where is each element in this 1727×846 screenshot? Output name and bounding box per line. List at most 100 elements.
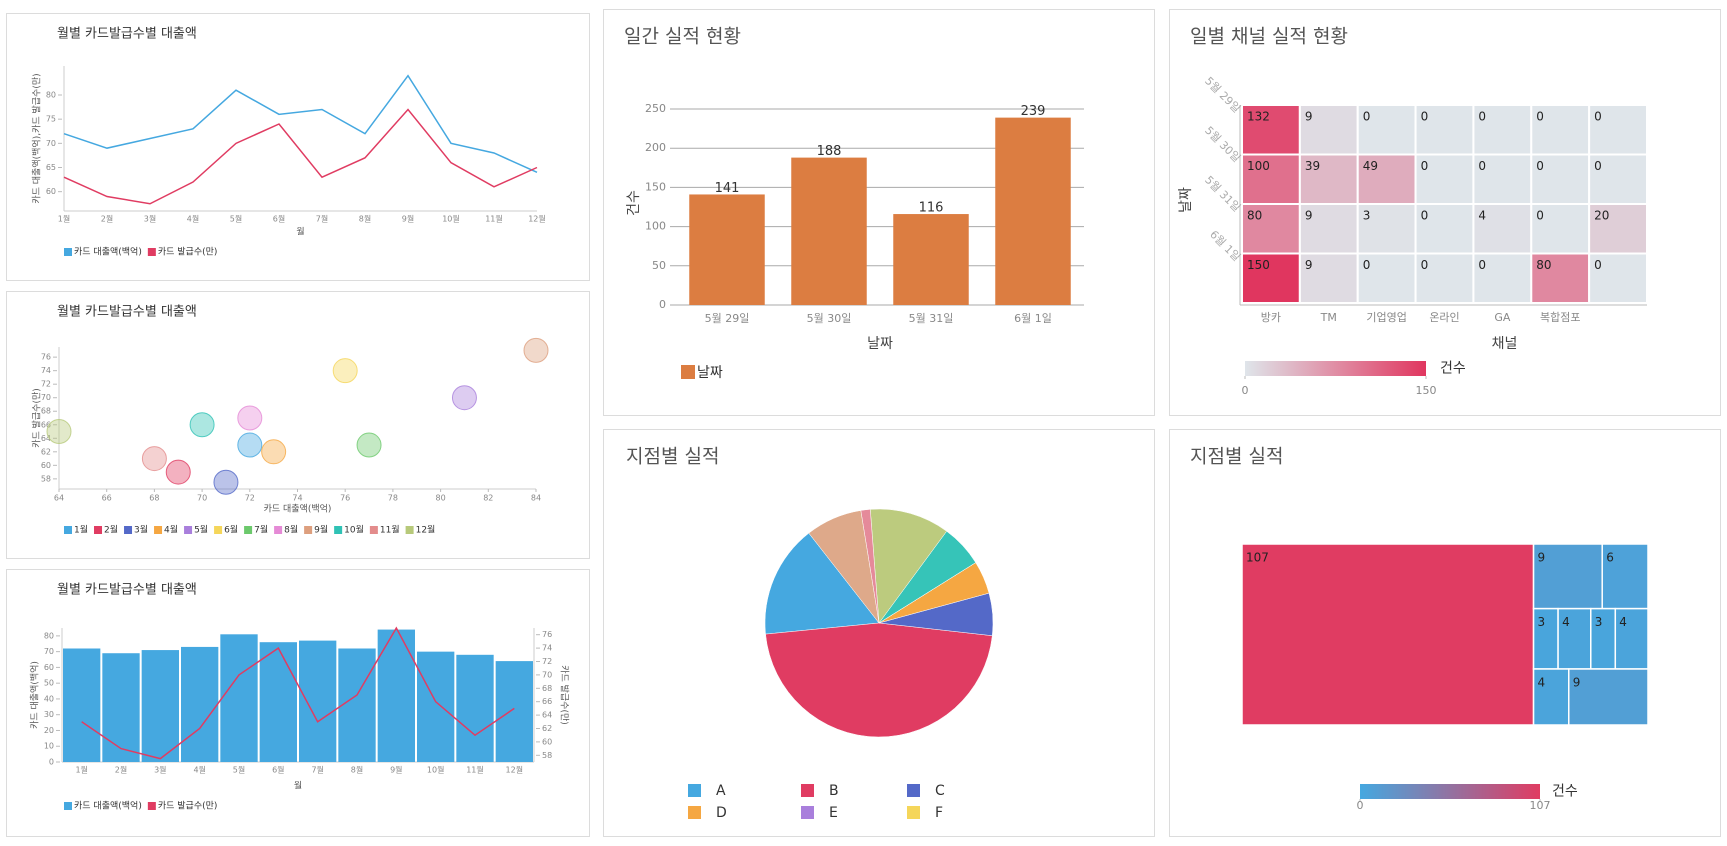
heat-cell <box>1356 153 1417 205</box>
legend-label: 11월 <box>380 524 400 536</box>
cell-label: 9 <box>1538 551 1546 565</box>
bar <box>141 650 179 762</box>
bubble <box>356 432 382 458</box>
y-tick-label: 60 <box>41 461 51 470</box>
treemap-cell <box>1614 607 1649 670</box>
cell-label: 150 <box>1247 258 1270 272</box>
bubble <box>261 439 287 465</box>
pie-slice <box>869 508 947 624</box>
y-axis-label: 카드 대출액(백억),카드 발급수(만) <box>31 73 43 203</box>
y-tick-label: 64 <box>542 711 552 720</box>
bar <box>417 651 455 762</box>
y-tick-label: 200 <box>645 141 666 154</box>
legend-label: 6월 <box>224 524 238 536</box>
y-tick-label: 65 <box>46 163 56 172</box>
bubble <box>213 469 239 495</box>
x-tick-label: 76 <box>340 494 350 503</box>
x-tick-label: 64 <box>54 494 64 503</box>
cell-label: 0 <box>1594 258 1602 272</box>
value-label: 141 <box>715 181 740 196</box>
legend-label: 카드 발급수(만) <box>158 247 218 258</box>
y-tick-label: 58 <box>41 474 51 483</box>
y-tick-label: 62 <box>542 724 552 733</box>
heat-cell <box>1414 104 1475 156</box>
line-series <box>63 74 538 174</box>
x-tick-label: 11월 <box>485 214 503 224</box>
cell-label: 39 <box>1305 159 1320 173</box>
chart: 월별 카드발급수별 대출액 60 65 70 75 80 1월 2월 3월 4월 5월 6월 7월 8월 9… <box>31 27 546 258</box>
heat-cell <box>1588 153 1648 205</box>
x-tick-label: 8월 <box>351 765 363 775</box>
cell-label: 6 <box>1606 551 1614 565</box>
x-tick-label: 70 <box>197 494 207 503</box>
chart-title: 월별 카드발급수별 대출액 <box>57 583 197 598</box>
x-tick-label: 10월 <box>427 765 445 775</box>
heat-cell <box>1472 104 1533 156</box>
cell-label: 80 <box>1536 258 1551 272</box>
heat-cell <box>1530 252 1591 304</box>
legend-label: F <box>935 805 943 821</box>
cell-label: 0 <box>1421 159 1429 173</box>
cell-label: 132 <box>1247 110 1270 124</box>
cell-label: 20 <box>1594 209 1609 223</box>
chart: 월별 카드발급수별 대출액 0 10 20 30 40 50 60 70 80 58 60 62 64 66… <box>29 583 570 812</box>
y-tick-label: 70 <box>44 647 54 656</box>
legend-swatch <box>334 526 343 534</box>
x-tick-label: 5월 30일 <box>807 311 852 325</box>
panel: 월별 카드발급수별 대출액 58 60 62 64 66 68 70 72 74 76 64 66 68 7… <box>6 291 590 559</box>
legend-label: 2월 <box>104 524 118 536</box>
line-series <box>63 108 538 205</box>
y-tick-label: 100 <box>645 220 666 233</box>
treemap-cell <box>1568 668 1649 726</box>
cell-label: 0 <box>1536 110 1544 124</box>
bubble <box>141 446 167 472</box>
cell-label: 9 <box>1305 110 1313 124</box>
legend-swatch <box>801 806 814 819</box>
x-tick-label: 6월 <box>272 765 284 775</box>
y-tick-label: 70 <box>46 139 56 148</box>
y-tick-label: 10 <box>44 742 54 751</box>
cell-label: 3 <box>1595 615 1603 629</box>
legend-swatch <box>64 526 72 534</box>
legend-label: 5월 <box>194 524 208 536</box>
x-tick-label: 복합점포 <box>1540 311 1580 324</box>
y-axis-label: 카드 발급수(만) <box>32 388 43 448</box>
legend-swatch <box>801 784 814 797</box>
bar <box>995 117 1071 306</box>
heat-cell <box>1298 153 1359 205</box>
x-tick-label: 72 <box>245 494 255 503</box>
panel: 지점별 실적 107 9 6 3 4 3 4 4 9 0 107 건수 <box>1169 429 1721 837</box>
y-axis-label: 건수 <box>626 190 642 216</box>
cell-label: 0 <box>1421 258 1429 272</box>
y-tick-label: 72 <box>542 657 552 666</box>
cell-label: 0 <box>1478 159 1486 173</box>
legend-label: A <box>716 783 726 799</box>
bar <box>893 214 969 305</box>
x-tick-label: 7월 <box>311 765 323 775</box>
y-tick-label: 76 <box>41 353 51 362</box>
y-tick-label: 60 <box>46 187 56 196</box>
cell-label: 0 <box>1478 110 1486 124</box>
y-tick-label: 66 <box>542 697 552 706</box>
legend-label: 1월 <box>74 524 88 536</box>
y-tick-label: 6월 1일 <box>1207 227 1244 264</box>
chart-title: 일별 채널 실적 현황 <box>1190 26 1348 48</box>
colorbar-tick-label: 107 <box>1530 799 1551 812</box>
legend-swatch <box>907 784 920 797</box>
x-tick-label: 10월 <box>442 214 460 224</box>
chart: 일별 채널 실적 현황 132 9 0 0 0 0 0 100 39 49 0 0 0 0 80 9 3 0 4 0 20… <box>1178 26 1648 397</box>
chart-title: 일간 실적 현황 <box>624 26 741 48</box>
colorbar-label: 건수 <box>1552 784 1578 800</box>
x-tick-label: 7월 <box>316 214 328 224</box>
legend-label: 카드 대출액(백억) <box>74 246 142 258</box>
cell-label: 0 <box>1536 209 1544 223</box>
chart: 일간 실적 현황 0 50 100 150 200 250 141 5월 29일 188 5월 30… <box>624 26 1084 381</box>
legend-swatch <box>94 526 103 534</box>
x-axis-label: 날짜 <box>867 336 893 352</box>
x-tick-label: 80 <box>436 494 446 503</box>
cell-label: 0 <box>1363 110 1371 124</box>
x-tick-label: 3월 <box>144 214 156 224</box>
cell-label: 100 <box>1247 159 1270 173</box>
bubble <box>189 412 215 438</box>
x-tick-label: 82 <box>483 494 493 503</box>
